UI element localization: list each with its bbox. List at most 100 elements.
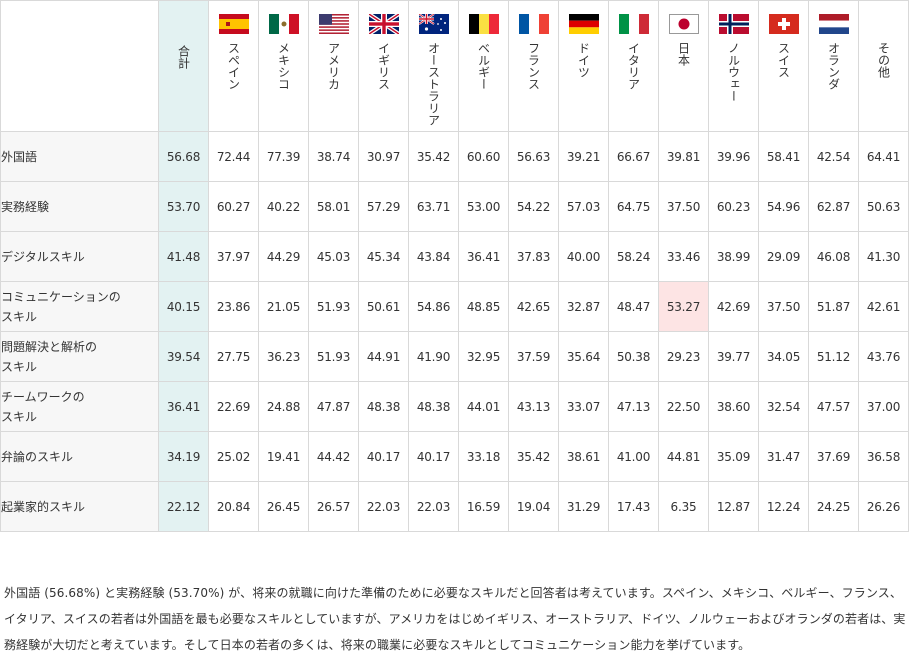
value-cell: 12.87 — [708, 481, 759, 532]
germany-flag-icon — [568, 14, 599, 34]
value-cell: 31.29 — [558, 481, 609, 532]
value-cell: 37.50 — [658, 181, 709, 232]
value-cell: 77.39 — [258, 131, 309, 182]
value-cell: 30.97 — [358, 131, 409, 182]
corner-cell — [0, 0, 159, 132]
value-cell: 20.84 — [208, 481, 259, 532]
france-flag-icon — [518, 14, 549, 34]
norway-flag-icon — [718, 14, 749, 34]
value-cell: 58.01 — [308, 181, 359, 232]
column-header-japan: 日本 — [658, 0, 709, 132]
column-label: イギリス — [376, 42, 391, 90]
value-cell: 37.00 — [858, 381, 909, 432]
value-cell: 48.47 — [608, 281, 659, 332]
value-cell: 40.17 — [358, 431, 409, 482]
row-label-line: スキル — [1, 309, 38, 324]
row-label-line: 問題解決と解析の — [1, 339, 98, 354]
value-cell: 45.34 — [358, 231, 409, 282]
value-cell: 53.00 — [458, 181, 509, 232]
total-cell: 39.54 — [158, 331, 209, 382]
value-cell: 35.42 — [508, 431, 559, 482]
column-header-other: その他 — [858, 0, 909, 132]
value-cell: 54.86 — [408, 281, 459, 332]
value-cell: 66.67 — [608, 131, 659, 182]
value-cell: 38.60 — [708, 381, 759, 432]
value-cell: 57.29 — [358, 181, 409, 232]
value-cell: 27.75 — [208, 331, 259, 382]
value-cell: 31.47 — [758, 431, 809, 482]
value-cell: 37.97 — [208, 231, 259, 282]
value-cell: 33.18 — [458, 431, 509, 482]
column-header-australia: オーストラリア — [408, 0, 459, 132]
highlighted-value-cell: 53.27 — [658, 281, 709, 332]
row-label: 外国語 — [0, 131, 159, 182]
column-header-mexico: メキシコ — [258, 0, 309, 132]
row-label: 起業家的スキル — [0, 481, 159, 532]
value-cell: 43.13 — [508, 381, 559, 432]
row-label: デジタルスキル — [0, 231, 159, 282]
table-row: 起業家的スキル 22.12 20.84 26.45 26.57 22.03 22.03 16.… — [0, 481, 909, 532]
value-cell: 22.69 — [208, 381, 259, 432]
row-label: 弁論のスキル — [0, 431, 159, 482]
value-cell: 22.03 — [358, 481, 409, 532]
table-body: 外国語 56.68 72.44 77.39 38.74 30.97 35.42 60.60 56… — [0, 131, 909, 532]
value-cell: 42.61 — [858, 281, 909, 332]
italy-flag-icon — [618, 14, 649, 34]
value-cell: 39.77 — [708, 331, 759, 382]
table-row: 外国語 56.68 72.44 77.39 38.74 30.97 35.42 60.60 56… — [0, 131, 909, 182]
value-cell: 23.86 — [208, 281, 259, 332]
japan-flag-icon — [668, 14, 699, 34]
value-cell: 63.71 — [408, 181, 459, 232]
value-cell: 37.69 — [808, 431, 859, 482]
value-cell: 40.17 — [408, 431, 459, 482]
value-cell: 42.54 — [808, 131, 859, 182]
value-cell: 72.44 — [208, 131, 259, 182]
total-cell: 34.19 — [158, 431, 209, 482]
value-cell: 40.22 — [258, 181, 309, 232]
value-cell: 17.43 — [608, 481, 659, 532]
column-header-germany: ドイツ — [558, 0, 609, 132]
value-cell: 48.85 — [458, 281, 509, 332]
switzerland-flag-icon — [768, 14, 799, 34]
value-cell: 60.27 — [208, 181, 259, 232]
total-cell: 36.41 — [158, 381, 209, 432]
value-cell: 33.46 — [658, 231, 709, 282]
value-cell: 60.60 — [458, 131, 509, 182]
row-label: 実務経験 — [0, 181, 159, 232]
value-cell: 50.61 — [358, 281, 409, 332]
value-cell: 26.45 — [258, 481, 309, 532]
value-cell: 50.63 — [858, 181, 909, 232]
value-cell: 19.41 — [258, 431, 309, 482]
column-label: フランス — [526, 42, 541, 90]
value-cell: 48.38 — [358, 381, 409, 432]
row-label: 問題解決と解析の スキル — [0, 331, 159, 382]
row-label: コミュニケーションの スキル — [0, 281, 159, 332]
value-cell: 37.59 — [508, 331, 559, 382]
column-label: その他 — [876, 42, 891, 78]
value-cell: 57.03 — [558, 181, 609, 232]
value-cell: 58.41 — [758, 131, 809, 182]
value-cell: 45.03 — [308, 231, 359, 282]
value-cell: 12.24 — [758, 481, 809, 532]
value-cell: 37.50 — [758, 281, 809, 332]
table-row: 弁論のスキル 34.19 25.02 19.41 44.42 40.17 40.17 33.1… — [0, 431, 909, 482]
value-cell: 42.69 — [708, 281, 759, 332]
belgium-flag-icon — [468, 14, 499, 34]
value-cell: 43.84 — [408, 231, 459, 282]
table-row: デジタルスキル 41.48 37.97 44.29 45.03 45.34 43.84 36.… — [0, 231, 909, 282]
column-label: ドイツ — [576, 42, 591, 78]
column-label: オーストラリア — [426, 42, 441, 126]
value-cell: 44.42 — [308, 431, 359, 482]
value-cell: 43.76 — [858, 331, 909, 382]
row-label-line: スキル — [1, 359, 38, 374]
value-cell: 51.87 — [808, 281, 859, 332]
summary-paragraph: 外国語 (56.68%) と実務経験 (53.70%) が、将来の就職に向けた準… — [4, 586, 906, 652]
value-cell: 24.88 — [258, 381, 309, 432]
value-cell: 64.41 — [858, 131, 909, 182]
total-label: 合計 — [176, 45, 191, 69]
value-cell: 64.75 — [608, 181, 659, 232]
value-cell: 42.65 — [508, 281, 559, 332]
column-label: スイス — [776, 42, 791, 78]
value-cell: 36.41 — [458, 231, 509, 282]
total-cell: 41.48 — [158, 231, 209, 282]
